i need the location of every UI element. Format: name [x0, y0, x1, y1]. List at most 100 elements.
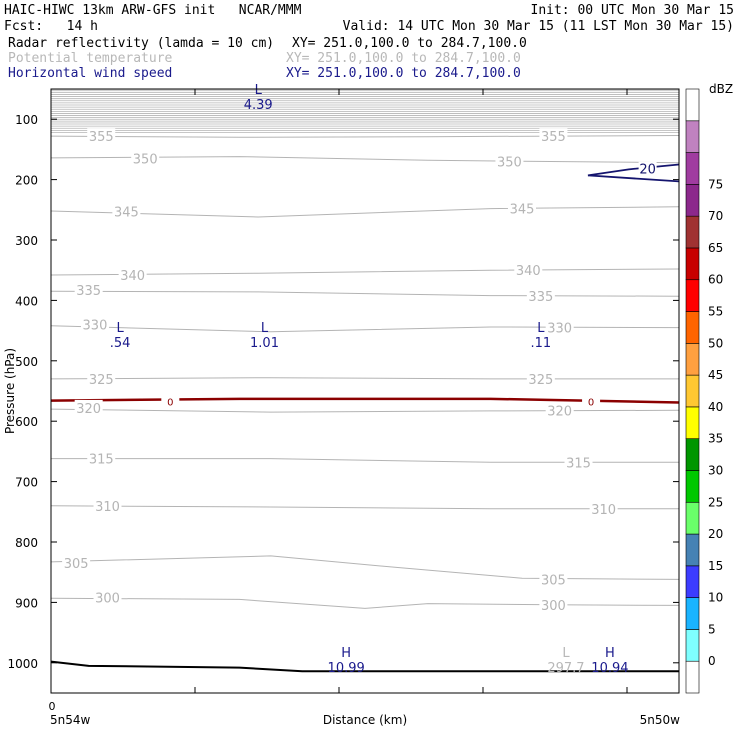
- x-right-endpoint: 5n50w: [640, 713, 681, 727]
- theta-label-18: 310: [95, 500, 120, 515]
- colorbar-label-15: 15: [708, 559, 723, 573]
- colorbar-swatch-14: [685, 215, 700, 249]
- theta-label-3: 350: [497, 155, 522, 170]
- wind-20-contour-lower: [587, 174, 679, 183]
- field-1-xy: XY= 251.0,100.0 to 284.7,100.0: [292, 36, 527, 51]
- y-tick-label-600: 600: [15, 415, 38, 429]
- y-tick-label-1000: 1000: [7, 657, 38, 671]
- colorbar-label-45: 45: [708, 368, 723, 382]
- colorbar-swatch-13: [685, 247, 700, 281]
- theta-label-17: 315: [566, 456, 591, 471]
- colorbar-label-55: 55: [708, 305, 723, 319]
- field-2-xy: XY= 251.0,100.0 to 284.7,100.0: [286, 51, 521, 66]
- theta-label-12: 325: [89, 373, 114, 388]
- y-tick-label-100: 100: [15, 113, 38, 127]
- theta-label-4: 345: [114, 206, 139, 221]
- theta-line: [51, 597, 679, 609]
- extremum-letter-2: L: [261, 321, 269, 336]
- colorbar-label-30: 30: [708, 463, 723, 477]
- colorbar-label-50: 50: [708, 336, 723, 350]
- contour-labels: 355 355 350 350 345 345 340 340 335 335 330 330 325 3…: [62, 83, 657, 676]
- theta-label-23: 300: [541, 599, 566, 614]
- colorbar-swatch-17: [685, 120, 700, 153]
- colorbar-swatch-6: [685, 470, 700, 503]
- plot-frame: [50, 88, 680, 694]
- field-3-xy: XY= 251.0,100.0 to 284.7,100.0: [286, 66, 521, 81]
- extremum-letter-5: L: [562, 646, 570, 661]
- theta-label-10: 330: [83, 319, 108, 334]
- theta-label-16: 315: [89, 453, 114, 468]
- y-tick-label-400: 400: [15, 294, 38, 308]
- colorbar-label-5: 5: [708, 622, 716, 636]
- colorbar-swatch-0: [685, 660, 700, 694]
- colorbar-swatch-2: [685, 597, 700, 630]
- extremum-letter-0: L: [255, 83, 263, 98]
- colorbar-swatch-1: [685, 629, 700, 662]
- colorbar-swatch-12: [685, 279, 700, 312]
- wind-contours: [51, 163, 679, 673]
- extremum-value-4: 10.99: [328, 661, 365, 676]
- theta-label-7: 340: [516, 264, 541, 279]
- colorbar-swatch-9: [685, 374, 700, 408]
- init-time: Init: 00 UTC Mon 30 Mar 15: [530, 3, 735, 18]
- colorbar-label-35: 35: [708, 432, 723, 446]
- colorbar-swatch-4: [685, 533, 700, 567]
- colorbar-swatch-16: [685, 152, 700, 185]
- theta-line: [51, 268, 679, 276]
- theta-label-9: 335: [528, 290, 553, 305]
- theta-label-15: 320: [547, 404, 572, 419]
- x-left-endpoint: 5n54w: [50, 713, 91, 727]
- colorbar-label-60: 60: [708, 273, 723, 287]
- theta-label-19: 310: [591, 503, 616, 518]
- theta-label-5: 345: [510, 203, 535, 218]
- extremum-letter-4: H: [341, 646, 351, 661]
- theta-label-1: 355: [541, 130, 566, 145]
- title-line: HAIC-HIWC 13km ARW-GFS init NCAR/MMM: [4, 3, 302, 18]
- colorbar-label-65: 65: [708, 241, 723, 255]
- field-2-name: Potential temperature: [8, 51, 173, 66]
- theta-label-14: 320: [76, 402, 101, 417]
- theta-label-20: 305: [64, 557, 89, 572]
- colorbar-label-25: 25: [708, 495, 723, 509]
- theta-line: [51, 377, 679, 380]
- y-tick-label-900: 900: [15, 596, 38, 610]
- y-tick-label-800: 800: [15, 536, 38, 550]
- colorbar-label-10: 10: [708, 591, 723, 605]
- extremum-value-0: 4.39: [244, 98, 273, 113]
- theta-label-2: 350: [133, 152, 158, 167]
- y-tick-label-300: 300: [15, 234, 38, 248]
- colorbar-label-0: 0: [708, 654, 716, 668]
- x-tick-label-0: 0: [49, 700, 56, 713]
- colorbar-swatch-7: [685, 438, 700, 471]
- theta-label-11: 330: [547, 322, 572, 337]
- colorbar-label-70: 70: [708, 209, 723, 223]
- wind-20-contour-upper: [587, 163, 679, 177]
- theta-contours: [51, 89, 679, 609]
- extremum-value-2: 1.01: [250, 336, 279, 351]
- theta-line: [51, 325, 679, 333]
- theta-line: [51, 290, 679, 297]
- y-axis-label: Pressure (hPa): [3, 348, 17, 434]
- valid-time: Valid: 14 UTC Mon 30 Mar 15 (11 LST Mon …: [342, 19, 734, 34]
- wind-label-2: 0: [588, 398, 594, 409]
- y-tick-label-500: 500: [15, 355, 38, 369]
- extremum-letter-6: H: [605, 646, 615, 661]
- dbz-colorbar: 0 5 10 15 20 25 30 35 40 45 50 55 60 65 70 75: [685, 88, 723, 694]
- field-3-name: Horizontal wind speed: [8, 66, 173, 81]
- colorbar-swatch-11: [685, 311, 700, 344]
- extremum-value-5: 297.7: [547, 661, 584, 676]
- colorbar-label-40: 40: [708, 400, 723, 414]
- theta-label-8: 335: [76, 284, 101, 299]
- x-axis-label: Distance (km): [323, 713, 407, 727]
- colorbar-swatch-5: [685, 501, 700, 535]
- colorbar-swatch-18: [685, 88, 700, 122]
- theta-label-6: 340: [120, 269, 145, 284]
- colorbar-label-75: 75: [708, 177, 723, 191]
- y-tick-label-200: 200: [15, 174, 38, 188]
- colorbar-swatch-8: [685, 406, 700, 439]
- extremum-value-1: .54: [110, 336, 131, 351]
- theta-line: [51, 135, 679, 138]
- colorbar-label-20: 20: [708, 527, 723, 541]
